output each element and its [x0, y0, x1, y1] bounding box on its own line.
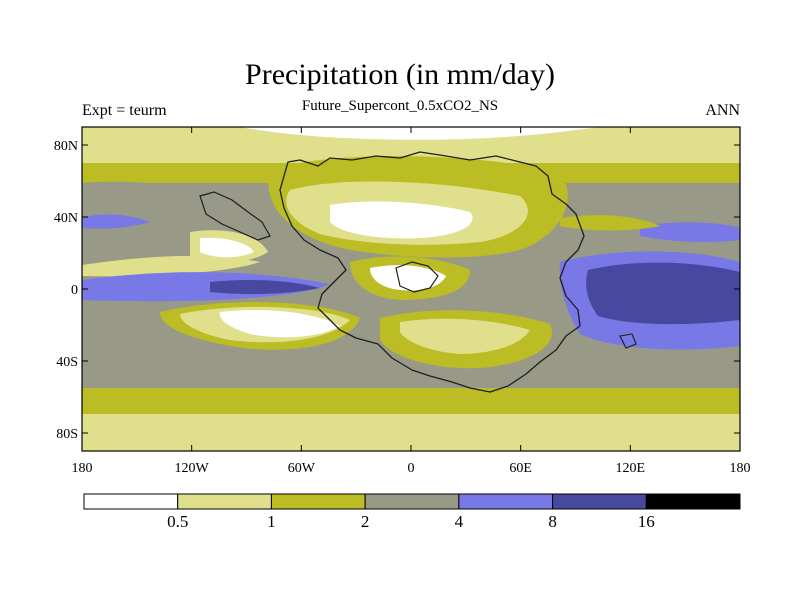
colorbar-swatch — [83, 493, 179, 510]
continent-north-dry — [330, 201, 473, 239]
band-north-edge — [82, 181, 240, 196]
map-title: Precipitation (in mm/day) — [245, 58, 555, 91]
colorbar-level-label: 16 — [638, 512, 655, 531]
band-south-0.5-1 — [82, 414, 740, 451]
lon-tick-label: 120W — [175, 461, 210, 476]
colorbar-level-label: 0.5 — [167, 512, 188, 531]
itcz-4-8 — [82, 272, 330, 302]
colorbar-level-label: 4 — [455, 512, 464, 531]
lon-tick-label: 120E — [616, 461, 646, 476]
storm-track-east — [640, 222, 740, 243]
continent-south-0.5-1 — [400, 318, 530, 354]
latitude-axis: 80N 40N 0 40S 80S — [54, 139, 740, 442]
lon-tick-label: 180 — [730, 461, 751, 476]
colorbar-swatch — [552, 493, 647, 510]
colorbar-level-label: 8 — [548, 512, 557, 531]
lat-tick-label: 80S — [56, 427, 78, 442]
island-outline-west — [199, 191, 271, 241]
warm-pool-8-16 — [586, 262, 740, 325]
subtropic-east-dry — [200, 237, 254, 258]
colorbar-swatch — [645, 493, 741, 510]
east-1-2-patch — [560, 215, 660, 231]
colorbar: 0.5 1 2 4 8 16 — [83, 493, 741, 531]
lat-tick-label: 40N — [54, 211, 78, 226]
lat-tick-label: 80N — [54, 139, 78, 154]
contour-fill — [82, 127, 740, 451]
lon-tick-label: 60E — [509, 461, 532, 476]
experiment-label: Expt = teurm — [82, 102, 167, 119]
experiment-subtitle: Future_Supercont_0.5xCO2_NS — [301, 98, 499, 114]
colorbar-swatch — [270, 493, 366, 510]
colorbar-swatch — [177, 493, 272, 510]
lake-outline — [395, 261, 439, 293]
polar-dry-north — [240, 127, 600, 140]
colorbar-swatch — [458, 493, 554, 510]
lon-tick-label: 60W — [288, 461, 316, 476]
island-outline-east — [619, 333, 637, 349]
colorbar-swatch — [364, 493, 460, 510]
itcz-8-16 — [210, 280, 320, 295]
longitude-axis: 180 120W 60W 0 60E 120E 180 — [72, 127, 751, 476]
subtropic-south-dry — [219, 309, 340, 338]
storm-track-west — [82, 214, 150, 229]
continent-equator-dry — [370, 265, 446, 291]
season-label: ANN — [705, 102, 740, 119]
colorbar-level-label: 2 — [361, 512, 370, 531]
lon-tick-label: 180 — [72, 461, 93, 476]
supercontinent-outline — [279, 151, 585, 393]
lat-tick-label: 40S — [56, 355, 78, 370]
colorbar-level-label: 1 — [267, 512, 276, 531]
lon-tick-label: 0 — [408, 461, 415, 476]
lat-tick-label: 0 — [71, 283, 78, 298]
